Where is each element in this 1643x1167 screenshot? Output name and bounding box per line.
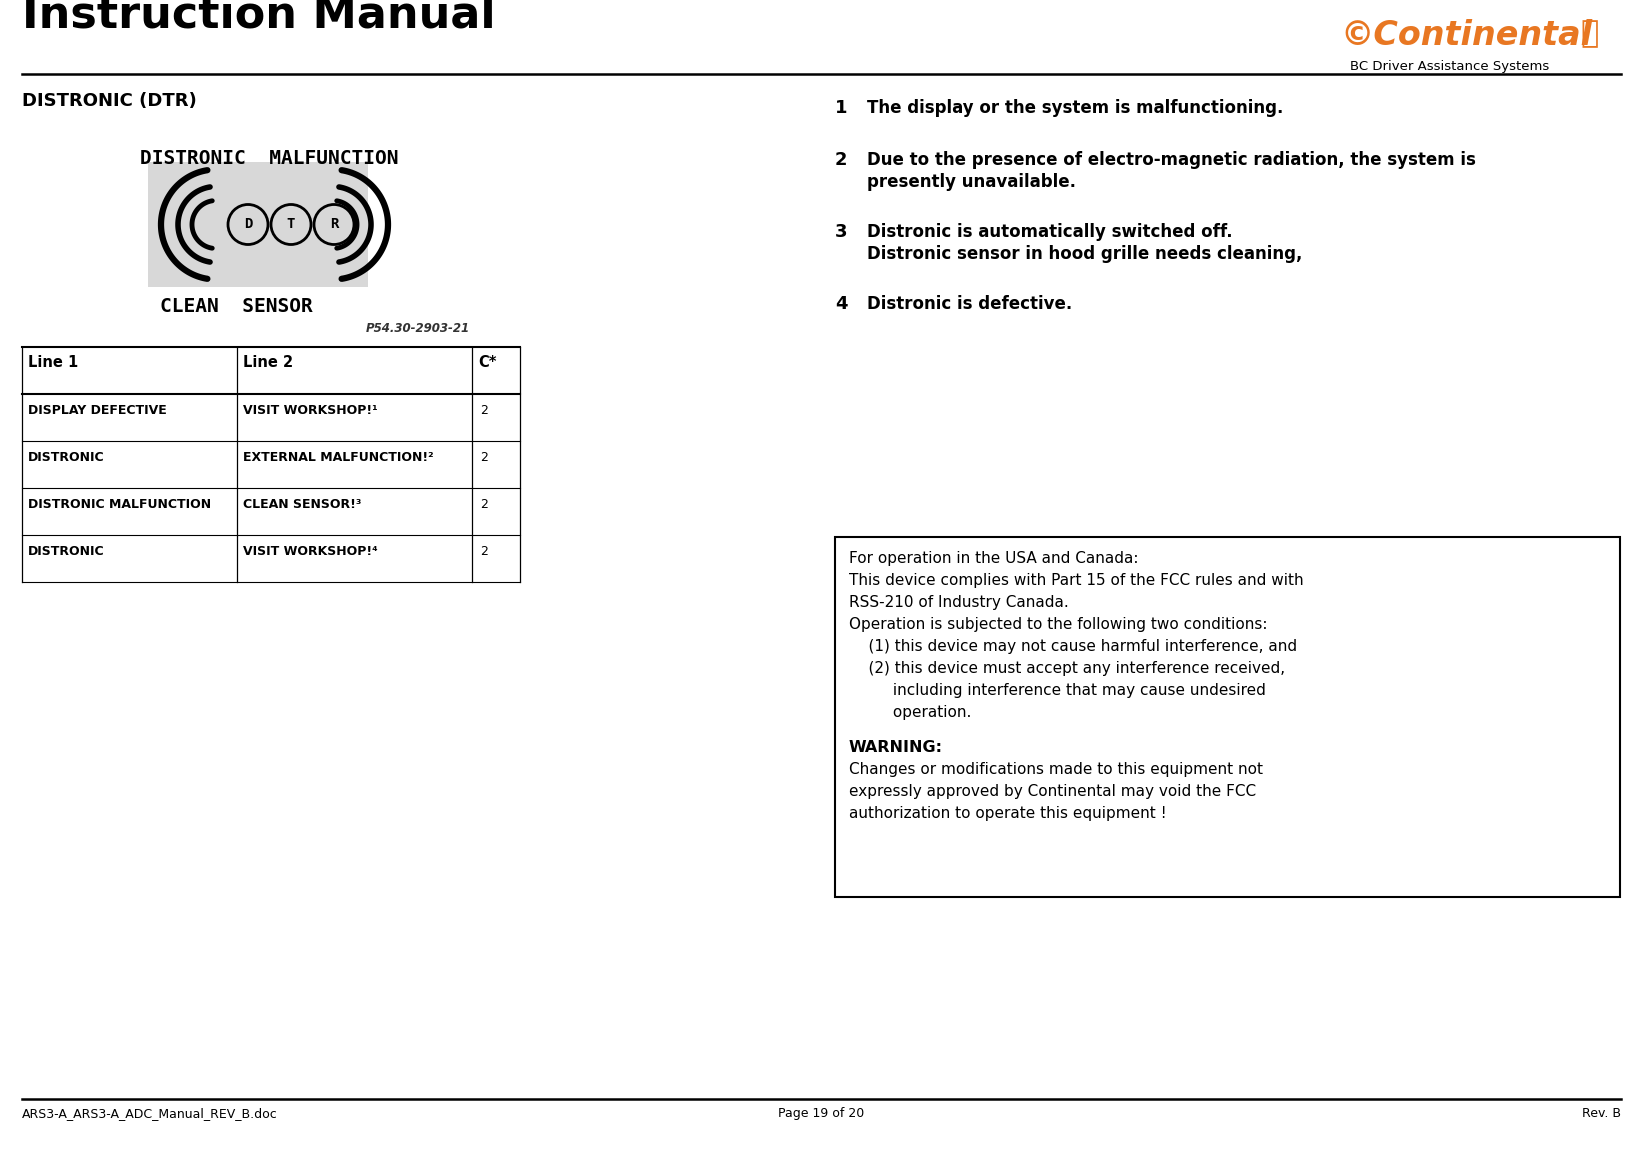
Text: DISTRONIC  MALFUNCTION: DISTRONIC MALFUNCTION	[140, 149, 399, 168]
Text: BC Driver Assistance Systems: BC Driver Assistance Systems	[1351, 60, 1549, 74]
Text: authorization to operate this equipment !: authorization to operate this equipment …	[849, 806, 1167, 822]
Text: CLEAN  SENSOR: CLEAN SENSOR	[159, 296, 312, 316]
Text: presently unavailable.: presently unavailable.	[868, 173, 1076, 191]
Text: Operation is subjected to the following two conditions:: Operation is subjected to the following …	[849, 617, 1267, 633]
Text: D: D	[243, 217, 251, 231]
Text: operation.: operation.	[849, 705, 971, 720]
Text: For operation in the USA and Canada:: For operation in the USA and Canada:	[849, 551, 1139, 566]
Text: DISTRONIC: DISTRONIC	[28, 545, 105, 558]
Text: C*: C*	[478, 355, 496, 370]
Text: Distronic sensor in hood grille needs cleaning,: Distronic sensor in hood grille needs cl…	[868, 245, 1303, 263]
Text: WARNING:: WARNING:	[849, 740, 943, 755]
Text: 2: 2	[480, 498, 488, 511]
Text: VISIT WORKSHOP!¹: VISIT WORKSHOP!¹	[243, 404, 378, 417]
Text: 2: 2	[480, 450, 488, 464]
Text: (2) this device must accept any interference received,: (2) this device must accept any interfer…	[849, 661, 1285, 676]
FancyBboxPatch shape	[835, 537, 1620, 897]
Text: ©Continental: ©Continental	[1341, 19, 1592, 53]
Text: DISTRONIC: DISTRONIC	[28, 450, 105, 464]
Text: Instruction Manual: Instruction Manual	[21, 0, 496, 37]
Text: Line 2: Line 2	[243, 355, 292, 370]
Text: This device complies with Part 15 of the FCC rules and with: This device complies with Part 15 of the…	[849, 573, 1303, 588]
Text: expressly approved by Continental may void the FCC: expressly approved by Continental may vo…	[849, 784, 1257, 799]
Text: VISIT WORKSHOP!⁴: VISIT WORKSHOP!⁴	[243, 545, 378, 558]
Text: (1) this device may not cause harmful interference, and: (1) this device may not cause harmful in…	[849, 640, 1296, 654]
Text: The display or the system is malfunctioning.: The display or the system is malfunction…	[868, 99, 1283, 117]
Text: EXTERNAL MALFUNCTION!²: EXTERNAL MALFUNCTION!²	[243, 450, 434, 464]
Text: 3: 3	[835, 223, 848, 242]
Text: 4: 4	[835, 295, 848, 313]
Text: Changes or modifications made to this equipment not: Changes or modifications made to this eq…	[849, 762, 1263, 777]
Text: T: T	[288, 217, 296, 231]
Text: 2: 2	[480, 545, 488, 558]
FancyBboxPatch shape	[148, 162, 368, 287]
Text: including interference that may cause undesired: including interference that may cause un…	[849, 683, 1265, 698]
Text: Distronic is automatically switched off.: Distronic is automatically switched off.	[868, 223, 1232, 242]
Text: 1: 1	[835, 99, 848, 117]
Text: P54.30-2903-21: P54.30-2903-21	[366, 322, 470, 335]
Text: DISPLAY DEFECTIVE: DISPLAY DEFECTIVE	[28, 404, 166, 417]
Text: Line 1: Line 1	[28, 355, 79, 370]
Text: Ⓢ: Ⓢ	[1581, 19, 1599, 48]
Text: CLEAN SENSOR!³: CLEAN SENSOR!³	[243, 498, 361, 511]
Text: RSS-210 of Industry Canada.: RSS-210 of Industry Canada.	[849, 595, 1068, 610]
Text: Due to the presence of electro-magnetic radiation, the system is: Due to the presence of electro-magnetic …	[868, 151, 1475, 169]
Text: Distronic is defective.: Distronic is defective.	[868, 295, 1073, 313]
Text: Rev. B: Rev. B	[1582, 1107, 1622, 1120]
Text: ARS3-A_ARS3-A_ADC_Manual_REV_B.doc: ARS3-A_ARS3-A_ADC_Manual_REV_B.doc	[21, 1107, 278, 1120]
Text: DISTRONIC (DTR): DISTRONIC (DTR)	[21, 92, 197, 110]
Text: R: R	[330, 217, 338, 231]
Text: 2: 2	[835, 151, 848, 169]
Text: DISTRONIC MALFUNCTION: DISTRONIC MALFUNCTION	[28, 498, 210, 511]
Text: Page 19 of 20: Page 19 of 20	[777, 1107, 864, 1120]
Text: 2: 2	[480, 404, 488, 417]
